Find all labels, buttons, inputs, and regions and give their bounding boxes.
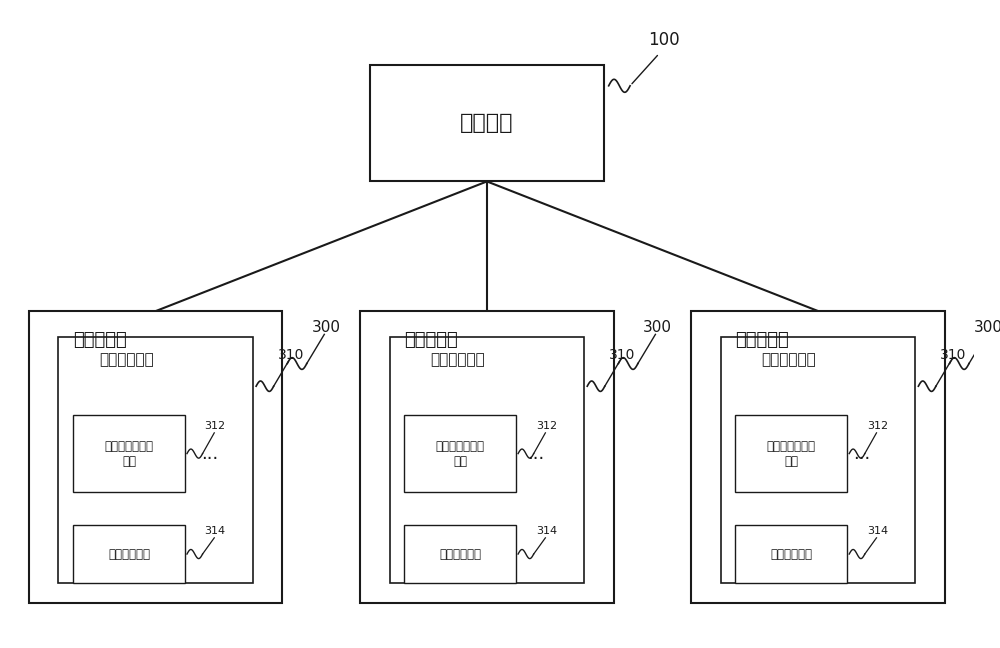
Text: 300: 300 <box>974 320 1000 336</box>
Text: 312: 312 <box>867 421 888 432</box>
FancyBboxPatch shape <box>370 65 604 181</box>
FancyBboxPatch shape <box>735 525 847 583</box>
Text: ...: ... <box>527 445 544 463</box>
Text: 宽频电信号采集
模组: 宽频电信号采集 模组 <box>105 439 154 468</box>
FancyBboxPatch shape <box>73 415 185 492</box>
Text: 宽频测量装置: 宽频测量装置 <box>761 352 816 367</box>
Text: 宽频电信号采集
模组: 宽频电信号采集 模组 <box>436 439 485 468</box>
Text: 宽频测量装置: 宽频测量装置 <box>99 352 154 367</box>
FancyBboxPatch shape <box>360 311 614 603</box>
Text: 变电站厂站: 变电站厂站 <box>404 331 458 349</box>
Text: 数据处理模组: 数据处理模组 <box>108 548 150 561</box>
Text: ...: ... <box>201 445 218 463</box>
Text: 100: 100 <box>648 32 680 49</box>
Text: 310: 310 <box>609 348 635 362</box>
Text: 314: 314 <box>536 526 557 537</box>
Text: 调度主站: 调度主站 <box>460 113 514 133</box>
FancyBboxPatch shape <box>29 311 282 603</box>
Text: 310: 310 <box>278 348 304 362</box>
FancyBboxPatch shape <box>390 337 584 583</box>
Text: 300: 300 <box>643 320 672 336</box>
Text: 宽频测量装置: 宽频测量装置 <box>430 352 485 367</box>
FancyBboxPatch shape <box>691 311 945 603</box>
FancyBboxPatch shape <box>721 337 915 583</box>
FancyBboxPatch shape <box>404 415 516 492</box>
Text: 314: 314 <box>867 526 888 537</box>
Text: 数据处理模组: 数据处理模组 <box>770 548 812 561</box>
Text: 314: 314 <box>205 526 226 537</box>
Text: 312: 312 <box>536 421 557 432</box>
FancyBboxPatch shape <box>735 415 847 492</box>
Text: 300: 300 <box>312 320 341 336</box>
FancyBboxPatch shape <box>58 337 253 583</box>
Text: 310: 310 <box>940 348 967 362</box>
Text: 变电站厂站: 变电站厂站 <box>735 331 789 349</box>
Text: 宽频电信号采集
模组: 宽频电信号采集 模组 <box>767 439 816 468</box>
Text: 312: 312 <box>205 421 226 432</box>
FancyBboxPatch shape <box>73 525 185 583</box>
FancyBboxPatch shape <box>404 525 516 583</box>
Text: 变电站厂站: 变电站厂站 <box>73 331 127 349</box>
Text: ...: ... <box>853 445 871 463</box>
Text: 数据处理模组: 数据处理模组 <box>439 548 481 561</box>
